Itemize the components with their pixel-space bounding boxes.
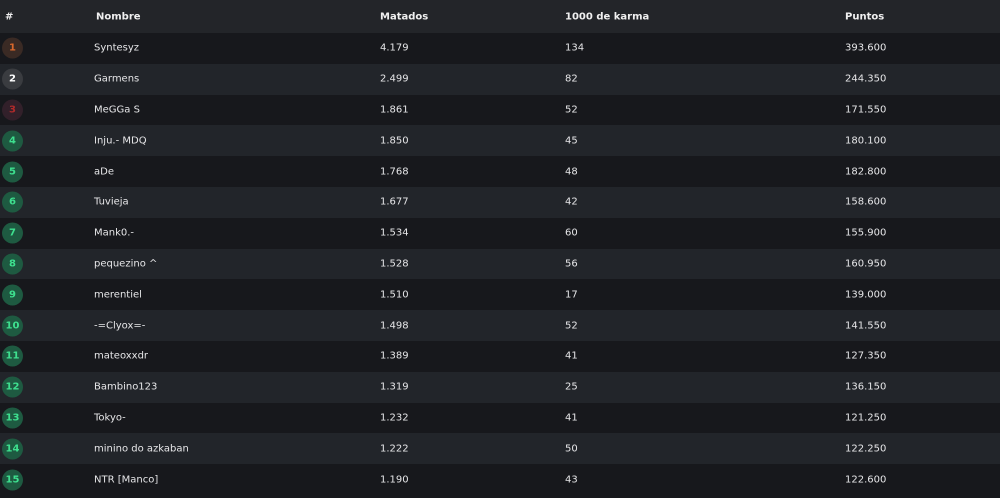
header-karma: 1000 de karma <box>565 11 650 22</box>
kills-value: 1.232 <box>380 412 409 424</box>
karma-value: 45 <box>565 135 578 147</box>
player-name: -=Clyox=- <box>94 320 146 332</box>
points-value: 141.550 <box>845 320 887 332</box>
player-name: Mank0.- <box>94 227 135 239</box>
rank-badge: 12 <box>2 376 23 398</box>
player-name: Inju.- MDQ <box>94 135 147 147</box>
table-row[interactable]: 8 pequezino ^ 1.528 56 160.950 <box>0 248 1000 280</box>
player-name: Syntesyz <box>94 42 140 54</box>
points-value: 155.900 <box>845 227 887 239</box>
points-value: 122.600 <box>845 474 887 486</box>
points-value: 158.600 <box>845 196 887 208</box>
karma-value: 56 <box>565 258 578 270</box>
table-row[interactable]: 7 Mank0.- 1.534 60 155.900 <box>0 217 1000 249</box>
rank-badge: 3 <box>2 99 23 121</box>
kills-value: 1.528 <box>380 258 409 270</box>
table-row[interactable]: 12 Bambino123 1.319 25 136.150 <box>0 371 1000 403</box>
karma-value: 41 <box>565 350 578 362</box>
karma-value: 52 <box>565 320 578 332</box>
kills-value: 1.222 <box>380 443 409 455</box>
kills-value: 1.498 <box>380 320 409 332</box>
player-name: minino do azkaban <box>94 443 189 455</box>
table-row[interactable]: 3 MeGGa S 1.861 52 171.550 <box>0 94 1000 126</box>
karma-value: 60 <box>565 227 578 239</box>
table-row[interactable]: 2 Garmens 2.499 82 244.350 <box>0 63 1000 95</box>
header-name: Nombre <box>96 11 141 22</box>
points-value: 122.250 <box>845 443 887 455</box>
rank-badge: 11 <box>2 345 23 367</box>
points-value: 160.950 <box>845 258 887 270</box>
karma-value: 48 <box>565 166 578 178</box>
header-rank: # <box>5 11 14 22</box>
table-row[interactable]: 5 aDe 1.768 48 182.800 <box>0 156 1000 187</box>
kills-value: 4.179 <box>380 42 409 54</box>
table-row[interactable]: 15 NTR [Manco] 1.190 43 122.600 <box>0 464 1000 495</box>
kills-value: 1.768 <box>380 166 409 178</box>
points-value: 139.000 <box>845 289 887 301</box>
rank-badge: 6 <box>2 191 23 213</box>
karma-value: 52 <box>565 104 578 116</box>
rank-badge: 1 <box>2 37 23 59</box>
table-row[interactable]: 11 mateoxxdr 1.389 41 127.350 <box>0 340 1000 372</box>
karma-value: 17 <box>565 289 578 301</box>
rank-badge: 2 <box>2 68 23 90</box>
karma-value: 50 <box>565 443 578 455</box>
points-value: 182.800 <box>845 166 887 178</box>
table-row[interactable]: 13 Tokyo- 1.232 41 121.250 <box>0 402 1000 434</box>
rank-badge: 7 <box>2 222 23 244</box>
kills-value: 1.510 <box>380 289 409 301</box>
points-value: 180.100 <box>845 135 887 147</box>
points-value: 136.150 <box>845 381 887 393</box>
points-value: 393.600 <box>845 42 887 54</box>
points-value: 127.350 <box>845 350 887 362</box>
points-value: 171.550 <box>845 104 887 116</box>
rank-badge: 10 <box>2 315 23 337</box>
kills-value: 1.190 <box>380 474 409 486</box>
header-points: Puntos <box>845 11 885 22</box>
leaderboard-body: 1 Syntesyz 4.179 134 393.600 2 Garmens 2.499 82 2… <box>0 33 1000 495</box>
table-row[interactable]: 9 merentiel 1.510 17 139.000 <box>0 279 1000 311</box>
rank-badge: 4 <box>2 130 23 152</box>
rank-badge: 9 <box>2 284 23 306</box>
points-value: 244.350 <box>845 73 887 85</box>
player-name: aDe <box>94 166 114 178</box>
rank-badge: 15 <box>2 469 23 491</box>
player-name: NTR [Manco] <box>94 474 159 486</box>
player-name: Garmens <box>94 73 140 85</box>
karma-value: 82 <box>565 73 578 85</box>
player-name: merentiel <box>94 289 142 301</box>
karma-value: 41 <box>565 412 578 424</box>
table-header: # Nombre Matados 1000 de karma Puntos <box>0 0 1000 33</box>
rank-badge: 13 <box>2 407 23 429</box>
karma-value: 43 <box>565 474 578 486</box>
player-name: Tokyo- <box>94 412 126 424</box>
kills-value: 1.861 <box>380 104 409 116</box>
kills-value: 1.319 <box>380 381 409 393</box>
kills-value: 1.389 <box>380 350 409 362</box>
table-row[interactable]: 1 Syntesyz 4.179 134 393.600 <box>0 33 1000 64</box>
table-row[interactable]: 14 minino do azkaban 1.222 50 122.250 <box>0 433 1000 465</box>
player-name: mateoxxdr <box>94 350 149 362</box>
rank-badge: 8 <box>2 253 23 275</box>
rank-badge: 14 <box>2 438 23 460</box>
karma-value: 42 <box>565 196 578 208</box>
header-kills: Matados <box>380 11 429 22</box>
player-name: Bambino123 <box>94 381 158 393</box>
kills-value: 2.499 <box>380 73 409 85</box>
karma-value: 134 <box>565 42 585 54</box>
kills-value: 1.677 <box>380 196 409 208</box>
table-row[interactable]: 10 -=Clyox=- 1.498 52 141.550 <box>0 310 1000 341</box>
table-row[interactable]: 6 Tuvieja 1.677 42 158.600 <box>0 186 1000 218</box>
karma-value: 25 <box>565 381 578 393</box>
player-name: pequezino ^ <box>94 258 158 270</box>
points-value: 121.250 <box>845 412 887 424</box>
player-name: Tuvieja <box>94 196 129 208</box>
kills-value: 1.850 <box>380 135 409 147</box>
table-row[interactable]: 4 Inju.- MDQ 1.850 45 180.100 <box>0 125 1000 157</box>
player-name: MeGGa S <box>94 104 140 116</box>
rank-badge: 5 <box>2 161 23 183</box>
kills-value: 1.534 <box>380 227 409 239</box>
